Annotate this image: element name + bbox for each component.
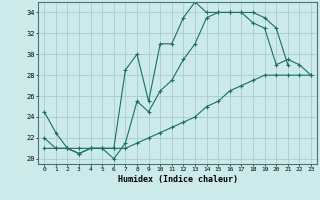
X-axis label: Humidex (Indice chaleur): Humidex (Indice chaleur) bbox=[118, 175, 238, 184]
